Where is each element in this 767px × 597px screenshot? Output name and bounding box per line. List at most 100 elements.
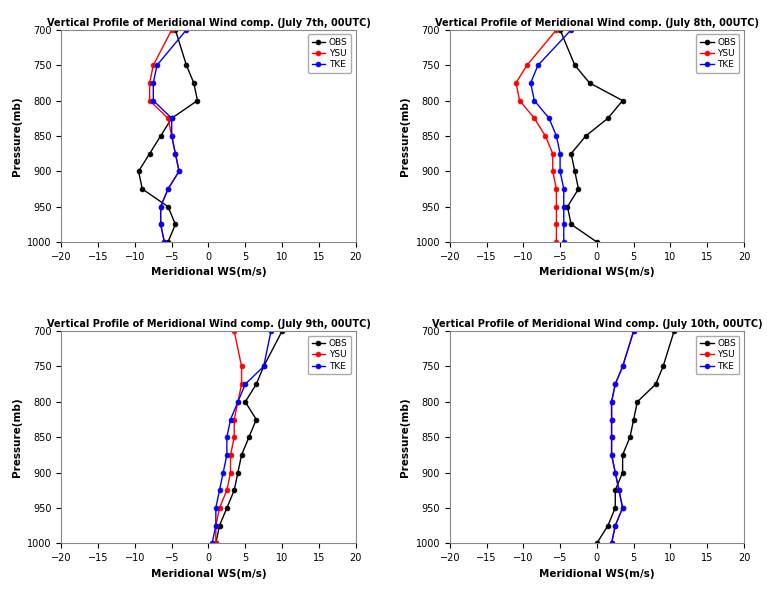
YSU (237, 380, 246, 387)
TKE (533, 61, 542, 69)
YSU (156, 203, 165, 210)
Y-axis label: Pressure(mb): Pressure(mb) (12, 398, 21, 477)
YSU (167, 133, 176, 140)
Title: Vertical Profile of Meridional Wind comp. (July 9th, 00UTC): Vertical Profile of Meridional Wind comp… (47, 319, 370, 329)
YSU (551, 221, 561, 228)
Line: OBS: OBS (594, 329, 676, 546)
TKE (153, 61, 162, 69)
YSU (512, 79, 521, 87)
Line: OBS: OBS (137, 27, 200, 244)
OBS (567, 221, 576, 228)
OBS (241, 398, 250, 405)
TKE (559, 221, 568, 228)
TKE (149, 79, 158, 87)
YSU (618, 504, 627, 512)
Line: YSU: YSU (213, 329, 244, 546)
OBS (567, 150, 576, 157)
YSU (541, 133, 550, 140)
YSU (233, 398, 242, 405)
OBS (145, 150, 154, 157)
Line: YSU: YSU (514, 27, 559, 244)
YSU (226, 469, 235, 476)
OBS (229, 487, 239, 494)
TKE (211, 522, 220, 529)
Title: Vertical Profile of Meridional Wind comp. (July 8th, 00UTC): Vertical Profile of Meridional Wind comp… (435, 18, 759, 27)
OBS (237, 451, 246, 458)
YSU (171, 150, 180, 157)
X-axis label: Meridional WS(m/s): Meridional WS(m/s) (539, 267, 655, 277)
TKE (208, 540, 217, 547)
TKE (222, 451, 232, 458)
YSU (607, 433, 616, 441)
OBS (156, 133, 165, 140)
Line: OBS: OBS (558, 27, 625, 244)
YSU (548, 168, 558, 175)
Line: YSU: YSU (609, 329, 636, 546)
YSU (215, 504, 224, 512)
OBS (163, 203, 173, 210)
TKE (526, 79, 535, 87)
YSU (607, 451, 616, 458)
OBS (215, 522, 224, 529)
Title: Vertical Profile of Meridional Wind comp. (July 10th, 00UTC): Vertical Profile of Meridional Wind comp… (432, 319, 762, 329)
TKE (607, 416, 616, 423)
TKE (163, 186, 173, 193)
YSU (160, 238, 169, 245)
OBS (611, 504, 620, 512)
YSU (229, 416, 239, 423)
YSU (611, 522, 620, 529)
YSU (548, 150, 558, 157)
TKE (559, 238, 568, 245)
YSU (530, 115, 539, 122)
YSU (237, 363, 246, 370)
YSU (629, 328, 638, 335)
YSU (211, 522, 220, 529)
X-axis label: Meridional WS(m/s): Meridional WS(m/s) (150, 568, 266, 578)
TKE (611, 380, 620, 387)
TKE (171, 150, 180, 157)
Line: YSU: YSU (147, 27, 182, 244)
YSU (614, 487, 624, 494)
TKE (551, 133, 561, 140)
TKE (167, 115, 176, 122)
OBS (618, 469, 627, 476)
OBS (659, 363, 668, 370)
YSU (551, 186, 561, 193)
OBS (182, 61, 191, 69)
YSU (167, 26, 176, 33)
TKE (266, 328, 275, 335)
OBS (585, 79, 594, 87)
OBS (570, 168, 579, 175)
OBS (167, 115, 176, 122)
YSU (551, 238, 561, 245)
OBS (618, 451, 627, 458)
OBS (278, 328, 287, 335)
OBS (625, 433, 634, 441)
YSU (163, 186, 173, 193)
YSU (229, 328, 239, 335)
OBS (651, 380, 660, 387)
YSU (551, 26, 561, 33)
TKE (545, 115, 554, 122)
OBS (592, 238, 601, 245)
TKE (629, 328, 638, 335)
YSU (611, 469, 620, 476)
OBS (171, 221, 180, 228)
TKE (182, 26, 191, 33)
Line: TKE: TKE (151, 27, 189, 244)
TKE (607, 433, 616, 441)
YSU (522, 61, 532, 69)
TKE (555, 150, 565, 157)
TKE (215, 487, 224, 494)
TKE (567, 26, 576, 33)
Title: Vertical Profile of Meridional Wind comp. (July 7th, 00UTC): Vertical Profile of Meridional Wind comp… (47, 18, 370, 27)
TKE (618, 363, 627, 370)
YSU (145, 97, 154, 104)
TKE (614, 487, 624, 494)
TKE (559, 186, 568, 193)
OBS (189, 79, 199, 87)
YSU (174, 168, 183, 175)
YSU (611, 380, 620, 387)
YSU (607, 416, 616, 423)
TKE (559, 203, 568, 210)
